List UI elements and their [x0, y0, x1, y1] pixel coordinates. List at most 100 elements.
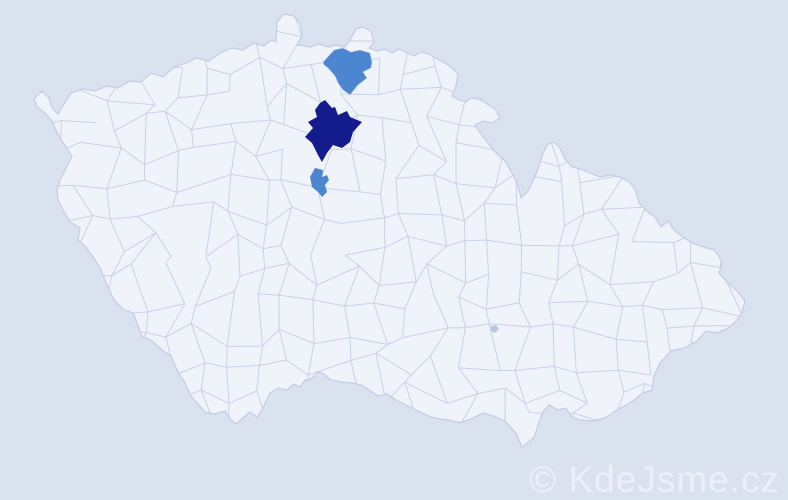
district-border-line [114, 131, 121, 148]
district-border-line [257, 366, 260, 391]
district-border-line [283, 65, 311, 69]
district-border-line [311, 65, 320, 103]
district-border-line [144, 180, 176, 193]
district-border-line [165, 111, 179, 150]
district-border-line [231, 174, 270, 180]
district-border-line [379, 247, 385, 285]
district-border-line [345, 247, 385, 255]
district-border-line [403, 66, 435, 74]
district-border-line [515, 327, 531, 371]
highlighted-district-north[interactable] [322, 47, 373, 96]
district-border-line [408, 236, 416, 282]
district-border-line [146, 333, 166, 337]
district-border-line [505, 388, 525, 403]
district-border-line [281, 149, 283, 179]
district-border-line [313, 300, 314, 344]
highlighted-district-central[interactable] [305, 100, 362, 162]
district-border-line [191, 323, 205, 363]
district-border-line [341, 94, 358, 115]
district-border-line [81, 142, 121, 148]
district-border-line [465, 203, 485, 221]
district-border-line [434, 175, 457, 184]
district-border-line [205, 363, 227, 367]
district-border-line [459, 283, 466, 297]
district-border-line [427, 116, 459, 125]
district-border-line [240, 269, 265, 277]
district-border-line [350, 338, 351, 361]
district-border-line [279, 329, 314, 343]
district-border-line [430, 328, 448, 356]
district-border-line [691, 263, 721, 268]
district-border-line [279, 263, 289, 295]
district-border-line [345, 255, 359, 266]
district-border-line [146, 312, 148, 333]
district-border-line [351, 353, 376, 360]
district-border-line [192, 124, 231, 130]
district-border-line [121, 148, 144, 165]
district-border-line [487, 240, 522, 245]
district-border-line [484, 203, 516, 205]
district-border-line [360, 192, 380, 195]
district-border-line [486, 275, 488, 310]
district-border-line [632, 207, 645, 241]
district-border-line [442, 215, 447, 246]
district-border-line [345, 266, 360, 306]
district-border-line [400, 89, 411, 123]
district-border-line [238, 234, 263, 249]
district-border-line [465, 221, 466, 241]
district-border-line [549, 280, 558, 302]
district-border-line [166, 323, 191, 337]
district-border-line [146, 111, 165, 113]
district-border-line [515, 366, 555, 370]
district-border-line [267, 207, 292, 225]
district-border-line [400, 75, 403, 90]
district-border-line [624, 383, 644, 392]
district-border-line [572, 246, 578, 264]
district-border-line [378, 59, 379, 95]
district-border-line [616, 307, 623, 340]
district-border-line [623, 305, 643, 306]
district-border-line [554, 366, 576, 372]
highlighted-district-small[interactable] [310, 168, 329, 197]
district-border-line [341, 94, 379, 95]
district-border-line [206, 257, 211, 269]
district-border-line [489, 324, 500, 371]
district-border-line [565, 214, 584, 226]
district-border-line [573, 403, 587, 413]
district-border-line [484, 188, 495, 203]
district-border-line [110, 219, 124, 252]
district-border-line [195, 268, 211, 306]
district-border-line [287, 84, 321, 102]
district-border-line [107, 101, 155, 105]
district-border-line [192, 130, 194, 148]
district-border-line [258, 294, 279, 295]
district-border-line [434, 162, 447, 175]
district-border-line [447, 394, 478, 404]
district-border-line [206, 202, 214, 257]
district-border-line [465, 240, 487, 241]
district-border-line [173, 193, 177, 207]
district-border-line [398, 214, 408, 237]
district-border-line [175, 363, 205, 375]
district-border-line [610, 282, 654, 285]
district-border-line [256, 120, 271, 156]
district-border-line [378, 89, 400, 94]
district-border-line [379, 282, 416, 286]
district-border-line [412, 356, 431, 375]
district-border-line [618, 370, 651, 375]
district-border-line [642, 282, 653, 306]
district-border-line [311, 255, 317, 285]
district-border-line [456, 184, 464, 221]
district-border-line [191, 307, 195, 324]
district-border-line [131, 233, 156, 264]
district-border-line [610, 234, 619, 285]
district-border-line [662, 308, 702, 310]
district-border-line [632, 242, 674, 243]
district-border-line [124, 233, 155, 252]
district-border-line [427, 87, 442, 116]
district-border-line [456, 184, 495, 188]
district-border-line [549, 301, 588, 303]
district-border-line [519, 272, 521, 303]
district-border-line [177, 150, 179, 192]
